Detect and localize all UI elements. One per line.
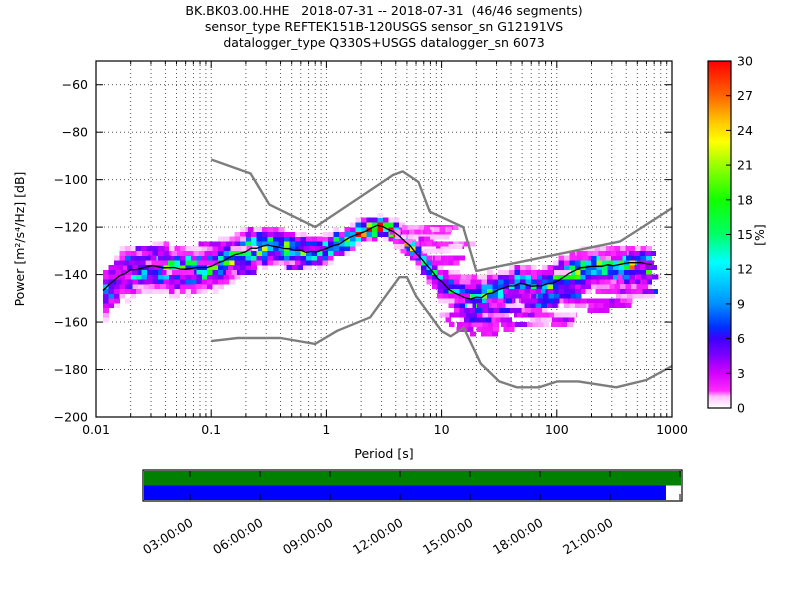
colorbar-tick-label: 30	[737, 54, 753, 69]
x-tick-label: 10	[434, 422, 450, 437]
colorbar-tick-label: 9	[737, 296, 745, 311]
noise-model-and-mode-lines	[102, 158, 672, 389]
psd-coverage-strip	[144, 485, 666, 500]
y-tick-label: −180	[54, 362, 88, 377]
colorbar-tick-label: 6	[737, 331, 745, 346]
time-tick-label: 06:00:00	[210, 515, 266, 557]
axis-labels: BK.BK03.00.HHE 2018-07-31 -- 2018-07-31 …	[12, 3, 767, 461]
time-tick-label: 18:00:00	[490, 515, 546, 557]
data-availability-strip	[144, 471, 681, 486]
ppsd-histogram	[102, 212, 659, 337]
y-tick-label: −60	[62, 77, 88, 92]
time-tick-label: 15:00:00	[420, 515, 476, 557]
psd-mode-line	[102, 224, 652, 300]
colorbar-gradient	[708, 61, 731, 408]
axis-ticks	[95, 61, 673, 418]
x-axis-label: Period [s]	[354, 446, 413, 461]
x-tick-label: 0.1	[201, 422, 221, 437]
colorbar-tick-label: 27	[737, 88, 753, 103]
colorbar-tick-label: 3	[737, 366, 745, 381]
colorbar-tick-label: 18	[737, 192, 753, 207]
x-tick-label: 0.01	[82, 422, 110, 437]
x-tick-label: 1	[322, 422, 330, 437]
y-tick-label: −100	[54, 172, 88, 187]
time-tick-label: 09:00:00	[280, 515, 336, 557]
x-tick-label: 100	[545, 422, 569, 437]
plot-title-line1: BK.BK03.00.HHE 2018-07-31 -- 2018-07-31 …	[185, 3, 582, 18]
plot-frame	[95, 60, 673, 418]
time-tick-label: 12:00:00	[350, 515, 406, 557]
plot-title-line2: sensor_type REFTEK151B-120USGS sensor_sn…	[205, 19, 563, 34]
y-tick-label: −80	[62, 125, 88, 140]
plot-title-line3: datalogger_type Q330S+USGS datalogger_sn…	[223, 35, 544, 50]
colorbar-label: [%]	[752, 224, 767, 246]
nhnm-noise-model-line	[210, 158, 672, 273]
nlnm-noise-model-line	[211, 276, 672, 389]
colorbar-tick-label: 12	[737, 262, 753, 277]
colorbar-tick-label: 0	[737, 401, 745, 416]
y-tick-label: −200	[54, 410, 88, 425]
colorbar: 0 3 6 9 12 15 18 21 24 27 30	[707, 54, 753, 416]
time-tick-label: 21:00:00	[560, 515, 616, 557]
colorbar-tick-label: 15	[737, 227, 753, 242]
y-tick-label: −120	[54, 220, 88, 235]
time-coverage-bar: 03:00:00 06:00:00 09:00:00 12:00:00 15:00:00…	[140, 469, 683, 557]
y-axis-label: Power [m²/s⁴/Hz] [dB]	[12, 172, 27, 307]
x-tick-label: 1000	[656, 422, 688, 437]
colorbar-tick-label: 21	[737, 158, 753, 173]
colorbar-tick-label: 24	[737, 123, 753, 138]
time-tick-label: 03:00:00	[140, 515, 196, 557]
y-tick-label: −160	[54, 315, 88, 330]
axis-tick-labels: −200 −180 −160 −140 −120 −100 −80 −60 0.01 0.1 1 10…	[54, 77, 688, 437]
y-tick-label: −140	[54, 267, 88, 282]
